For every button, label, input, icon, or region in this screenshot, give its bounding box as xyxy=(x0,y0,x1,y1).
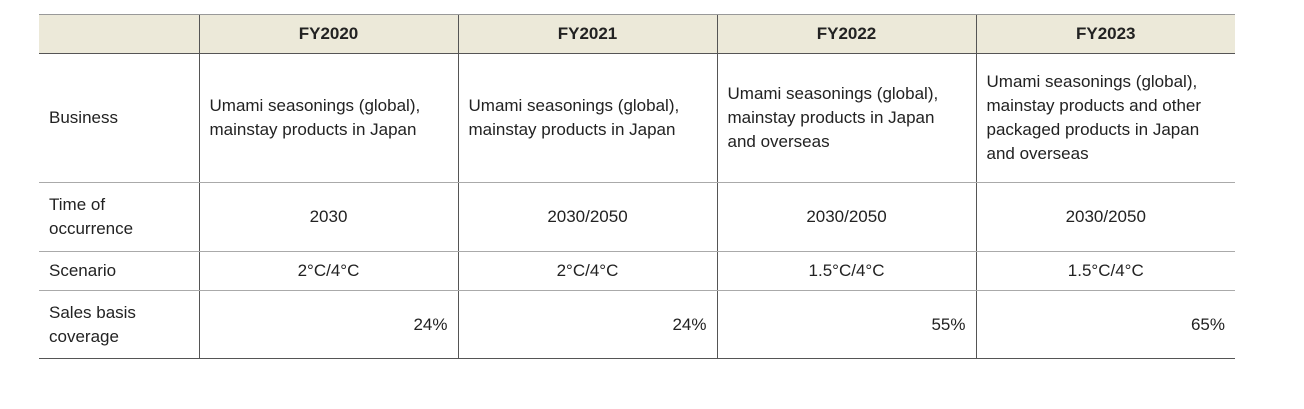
column-header: FY2021 xyxy=(457,14,717,54)
table-cell: Umami seasonings (global), mainstay prod… xyxy=(716,53,976,183)
row-label: Scenario xyxy=(39,251,199,291)
table-header: FY2020 FY2021 FY2022 FY2023 xyxy=(39,14,1235,54)
table-body: Business Umami seasonings (global), mains… xyxy=(39,53,1235,359)
table-cell: 24% xyxy=(457,290,717,359)
table-cell: 1.5°C/4°C xyxy=(716,251,976,291)
corner-cell xyxy=(39,14,199,54)
header-row: FY2020 FY2021 FY2022 FY2023 xyxy=(39,14,1235,54)
table-cell: 2°C/4°C xyxy=(198,251,458,291)
table-cell: Umami seasonings (global), mainstay prod… xyxy=(975,53,1235,183)
column-header: FY2020 xyxy=(198,14,458,54)
row-label: Time of occurrence xyxy=(39,182,199,252)
table-row: Scenario 2°C/4°C 2°C/4°C 1.5°C/4°C 1.5°C/4°C xyxy=(39,251,1235,291)
row-label: Sales basis coverage xyxy=(39,290,199,359)
table-cell: 2°C/4°C xyxy=(457,251,717,291)
column-header: FY2022 xyxy=(716,14,976,54)
table-row: Sales basis coverage 24% 24% 55% 65% xyxy=(39,290,1235,359)
table-cell: 1.5°C/4°C xyxy=(975,251,1235,291)
table-cell: 55% xyxy=(716,290,976,359)
table-cell: 24% xyxy=(198,290,458,359)
table-cell: Umami seasonings (global), mainstay prod… xyxy=(198,53,458,183)
data-table: FY2020 FY2021 FY2022 FY2023 Business Umam… xyxy=(39,14,1235,359)
table-cell: 65% xyxy=(975,290,1235,359)
column-header: FY2023 xyxy=(975,14,1235,54)
table-cell: 2030/2050 xyxy=(716,182,976,252)
table-cell: 2030 xyxy=(198,182,458,252)
table-row: Business Umami seasonings (global), mains… xyxy=(39,53,1235,183)
table-cell: 2030/2050 xyxy=(457,182,717,252)
row-label: Business xyxy=(39,53,199,183)
table-cell: 2030/2050 xyxy=(975,182,1235,252)
table-row: Time of occurrence 2030 2030/2050 2030/2050… xyxy=(39,182,1235,252)
table-cell: Umami seasonings (global), mainstay prod… xyxy=(457,53,717,183)
